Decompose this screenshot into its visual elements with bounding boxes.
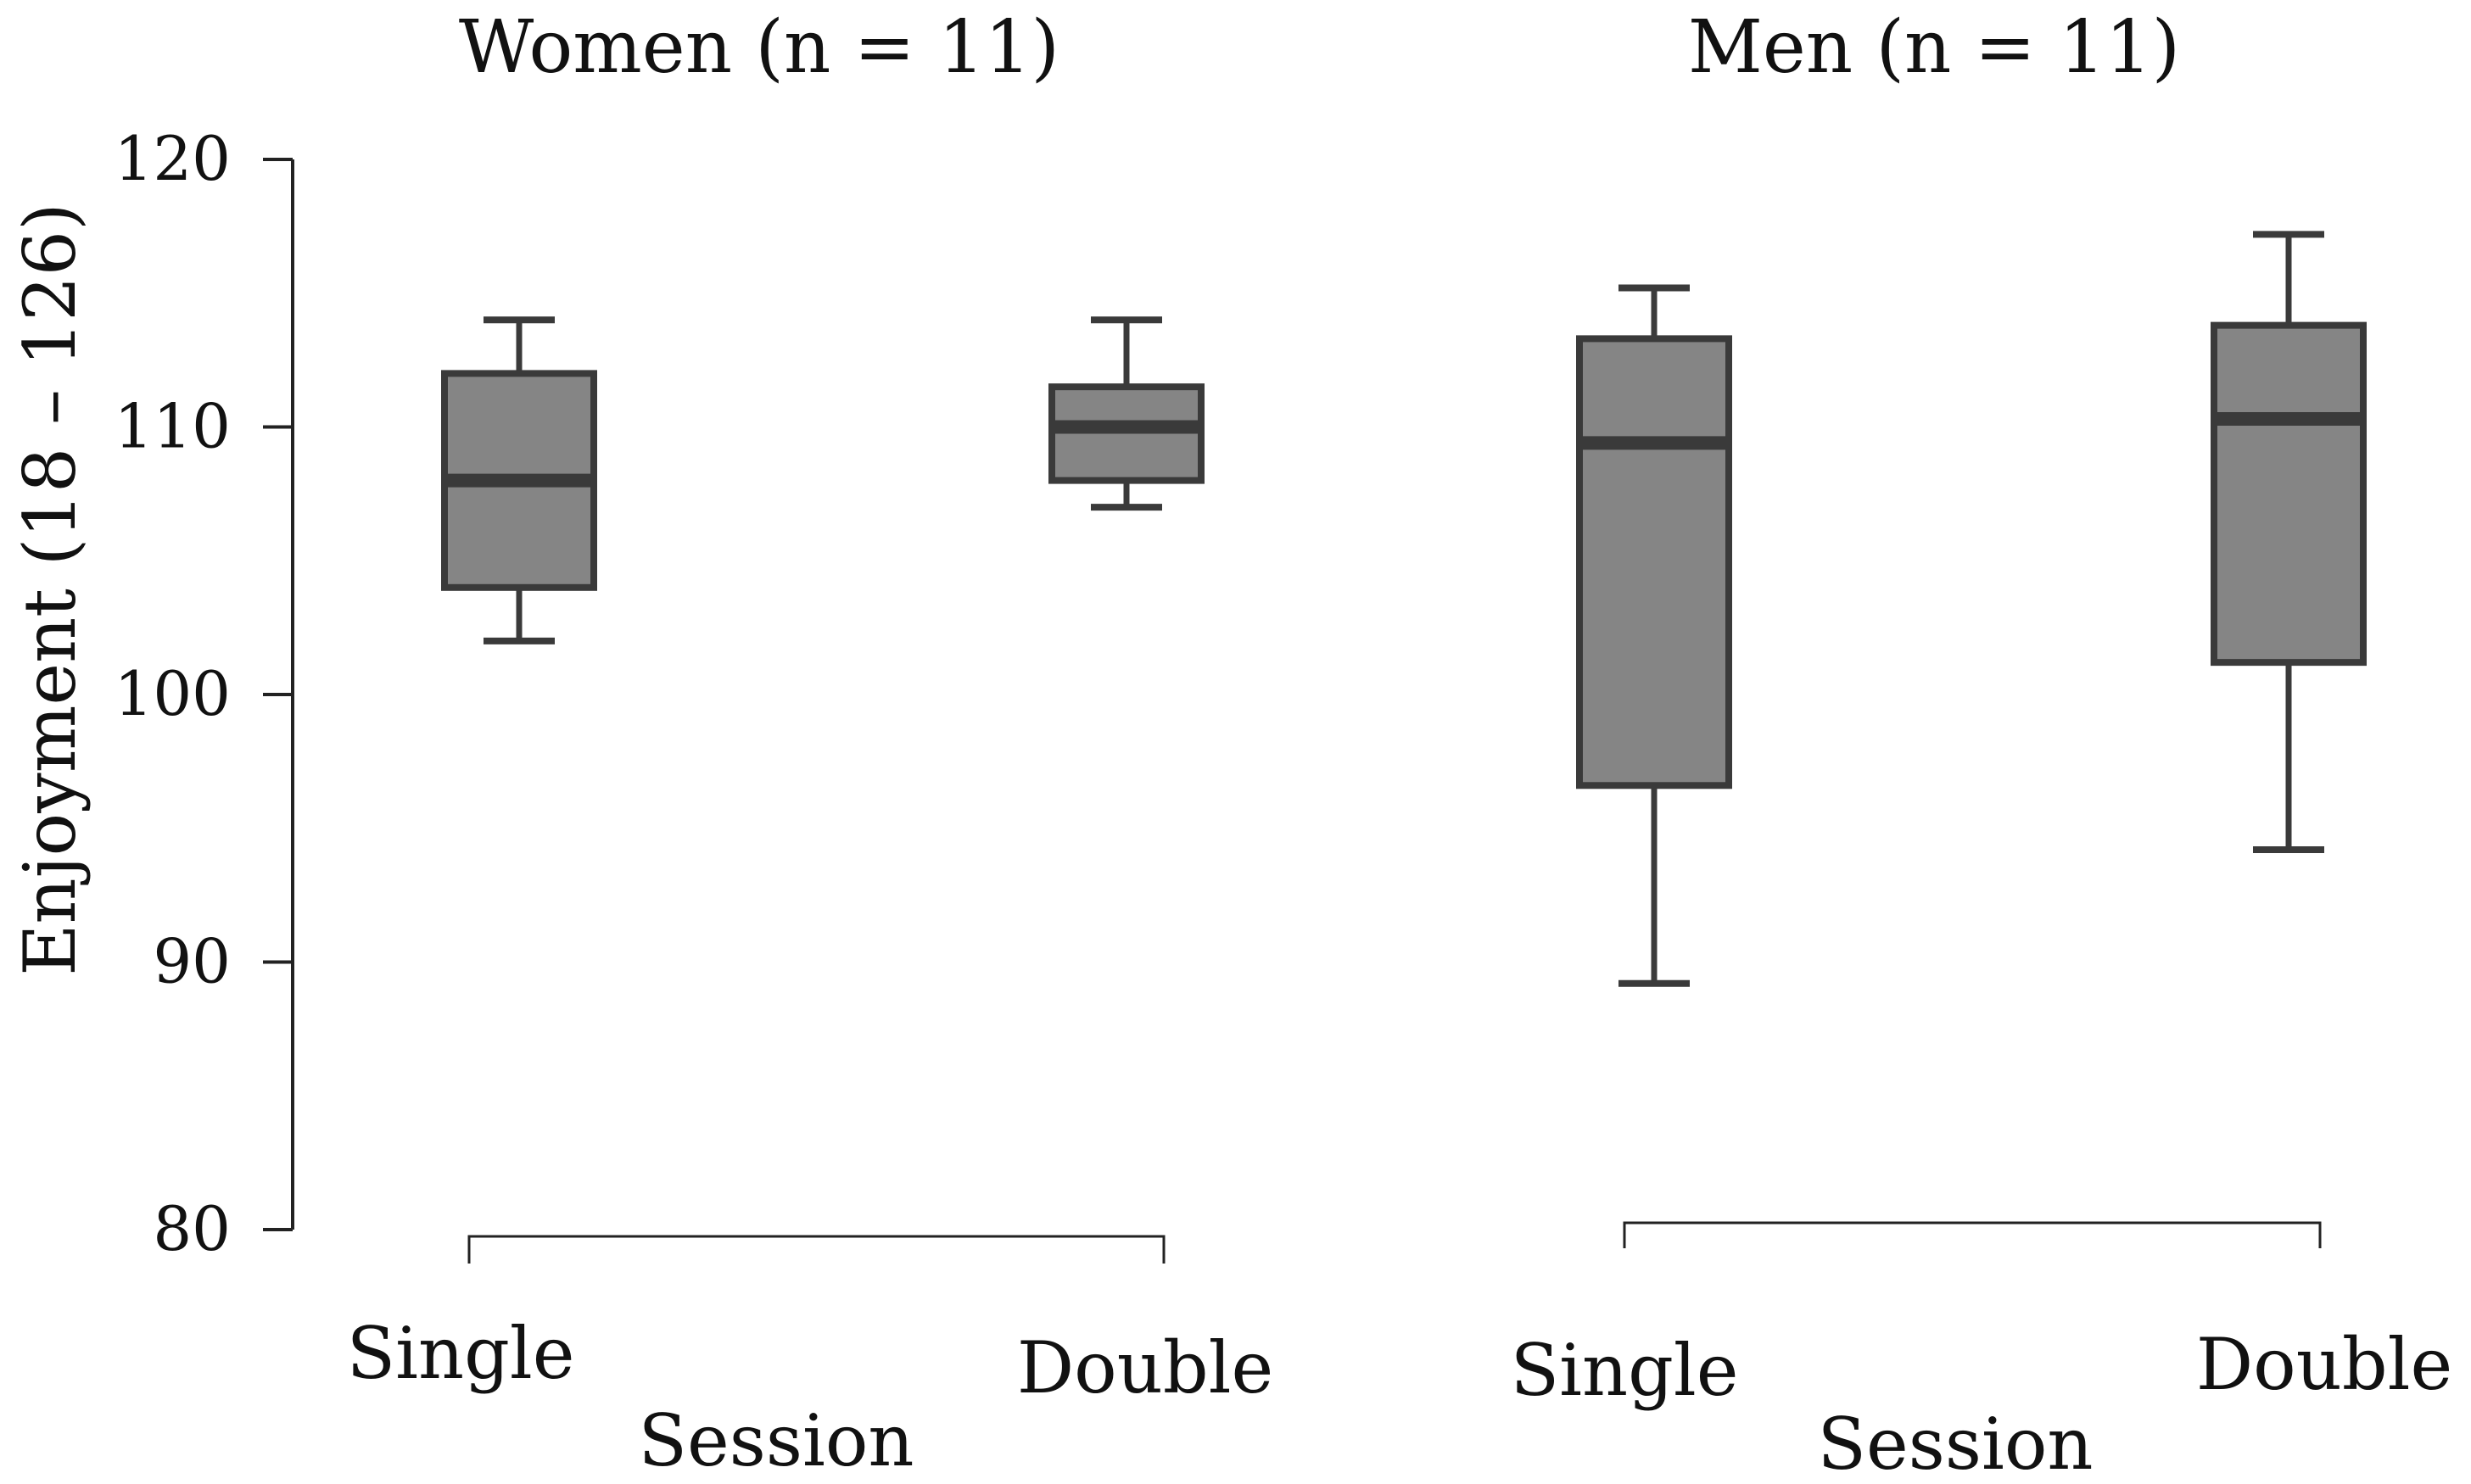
y-tick-label: 110 xyxy=(115,391,231,462)
panel-title-women: Women (n = 11) xyxy=(459,5,1059,90)
y-tick-label: 120 xyxy=(115,123,231,194)
box-iqr xyxy=(2211,321,2367,667)
x-bracket-men xyxy=(1623,1221,2322,1248)
box-series xyxy=(441,231,2367,987)
box-men-double xyxy=(2211,231,2367,853)
box-iqr xyxy=(1576,335,1732,789)
y-tick-label: 80 xyxy=(153,1193,231,1264)
x-axis-label-men: Session xyxy=(1817,1403,2093,1484)
x-category-women-double: Double xyxy=(1017,1326,1273,1409)
y-tick-label: 100 xyxy=(115,658,231,729)
x-category-men-double: Double xyxy=(2196,1323,2452,1406)
box-women-double xyxy=(1048,316,1205,511)
box-men-single xyxy=(1576,284,1732,987)
y-tick-label: 90 xyxy=(153,926,231,997)
y-axis-label: Enjoyment (18 – 126) xyxy=(8,203,92,976)
y-axis-ticks: 80 90 100 110 120 xyxy=(115,123,293,1264)
x-axis-label-women: Session xyxy=(638,1399,914,1482)
x-bracket-women xyxy=(467,1235,1166,1264)
panel-title-men: Men (n = 11) xyxy=(1688,5,2180,90)
x-category-men-single: Single xyxy=(1511,1329,1739,1412)
box-women-single xyxy=(441,316,597,644)
x-category-women-single: Single xyxy=(347,1312,575,1395)
